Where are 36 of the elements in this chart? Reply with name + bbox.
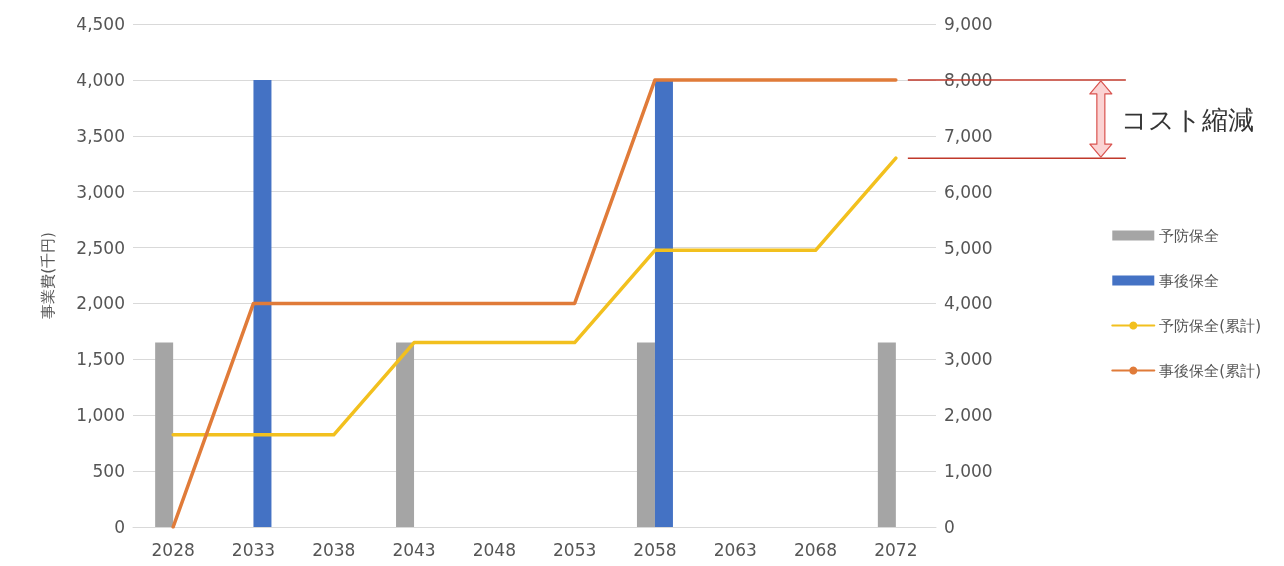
y2-tick-label: 5,000 — [944, 237, 993, 258]
y-tick-label: 2,000 — [76, 293, 125, 314]
text: コスト縮減 — [1120, 104, 1254, 137]
y-tick-label: 500 — [92, 461, 125, 482]
x-tick-label: 2068 — [793, 539, 838, 560]
x-tick-label: 2033 — [231, 539, 276, 560]
line-series — [171, 156, 898, 437]
y2-tick-label: 4,000 — [944, 293, 993, 314]
y-tick-label: 1,000 — [76, 405, 125, 426]
y-tick-label: 4,000 — [76, 69, 125, 90]
y2-tick-label: 7,000 — [944, 125, 993, 146]
x-tick-label: 2058 — [633, 539, 677, 560]
legend-label: 予防保全 — [1159, 226, 1220, 245]
y2-tick-label: 6,000 — [944, 181, 993, 202]
y2-tick-label: 3,000 — [944, 349, 993, 370]
y-tick-label: 0 — [114, 517, 125, 537]
y-tick-label: 2,500 — [76, 237, 125, 258]
y2-tick-label: 1,000 — [944, 461, 993, 482]
y-tick-label: 3,500 — [76, 125, 125, 146]
y-axis-title: 事業費(千円) — [38, 232, 57, 319]
x-tick-label: 2043 — [392, 539, 436, 560]
y-tick-label: 3,000 — [76, 181, 125, 202]
legend-label: 予防保全(累計) — [1159, 316, 1262, 335]
y-tick-label: 4,500 — [76, 14, 125, 34]
y2-tick-label: 9,000 — [944, 14, 993, 34]
legend-label: 事後保全(累計) — [1159, 361, 1262, 380]
y2-tick-label: 0 — [944, 517, 955, 537]
x-tick-label: 2048 — [472, 539, 516, 560]
y-tick-label: 1,500 — [76, 349, 125, 370]
legend-label: 事後保全 — [1159, 271, 1220, 290]
x-tick-label: 2028 — [151, 539, 195, 560]
y2-tick-label: 2,000 — [944, 405, 993, 426]
x-tick-label: 2038 — [312, 539, 356, 560]
x-tick-label: 2053 — [553, 539, 597, 560]
x-tick-label: 2072 — [874, 539, 918, 560]
x-tick-label: 2063 — [713, 539, 757, 560]
